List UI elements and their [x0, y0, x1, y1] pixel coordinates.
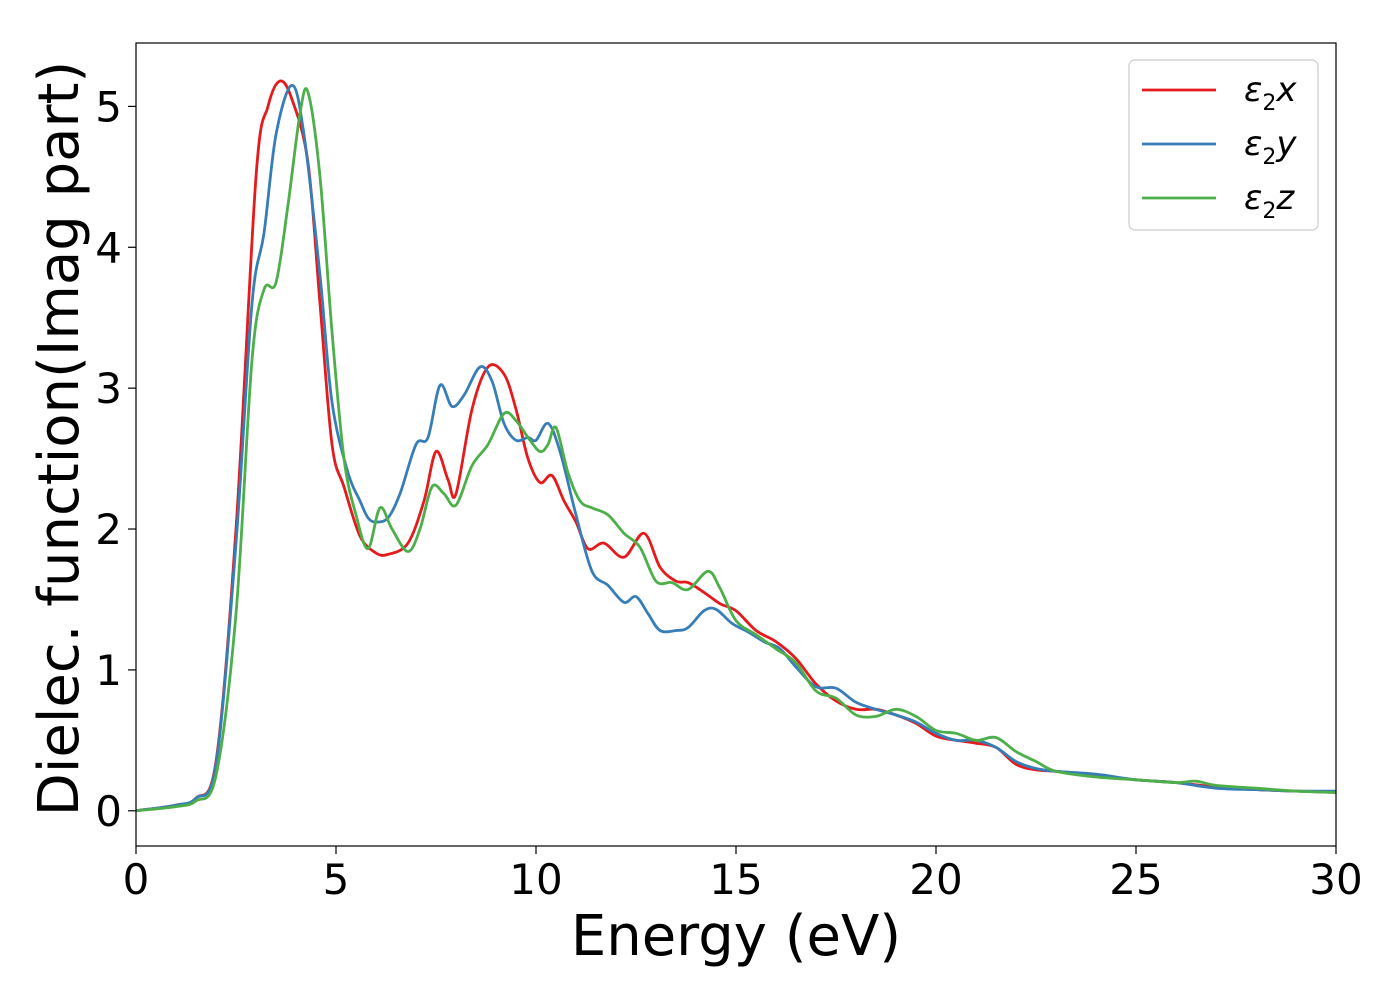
series-layer [135, 79, 1337, 813]
x-tick-label: 25 [1109, 855, 1162, 904]
x-tick-label: 30 [1309, 855, 1362, 904]
y-tick-label: 0 [95, 787, 122, 836]
legend-label-z: ε2z [1244, 178, 1295, 224]
legend-label-y: ε2y [1244, 124, 1297, 170]
x-tick-label: 0 [123, 855, 150, 904]
x-axis-label: Energy (eV) [571, 904, 901, 969]
legend-label-x: ε2x [1244, 70, 1297, 116]
y-tick-label: 5 [95, 82, 122, 131]
legend: ε2x ε2y ε2z [1128, 59, 1319, 231]
series-line-z [135, 87, 1337, 813]
x-tick-label: 20 [909, 855, 962, 904]
series-line-y [135, 83, 1337, 813]
y-tick-label: 3 [95, 364, 122, 413]
legend-box [1128, 59, 1319, 231]
y-tick-label: 1 [95, 646, 122, 695]
y-tick-label: 4 [95, 223, 122, 272]
x-tick-label: 15 [709, 855, 762, 904]
x-tick-label: 10 [509, 855, 562, 904]
y-axis-label: Dielec. function(Imag part) [27, 61, 92, 817]
x-tick-label: 5 [323, 855, 350, 904]
y-axis-ticks: 0 1 2 3 4 5 [95, 82, 136, 836]
x-axis-ticks: 0 5 10 15 20 25 30 [123, 846, 1363, 904]
y-tick-label: 2 [95, 505, 122, 554]
